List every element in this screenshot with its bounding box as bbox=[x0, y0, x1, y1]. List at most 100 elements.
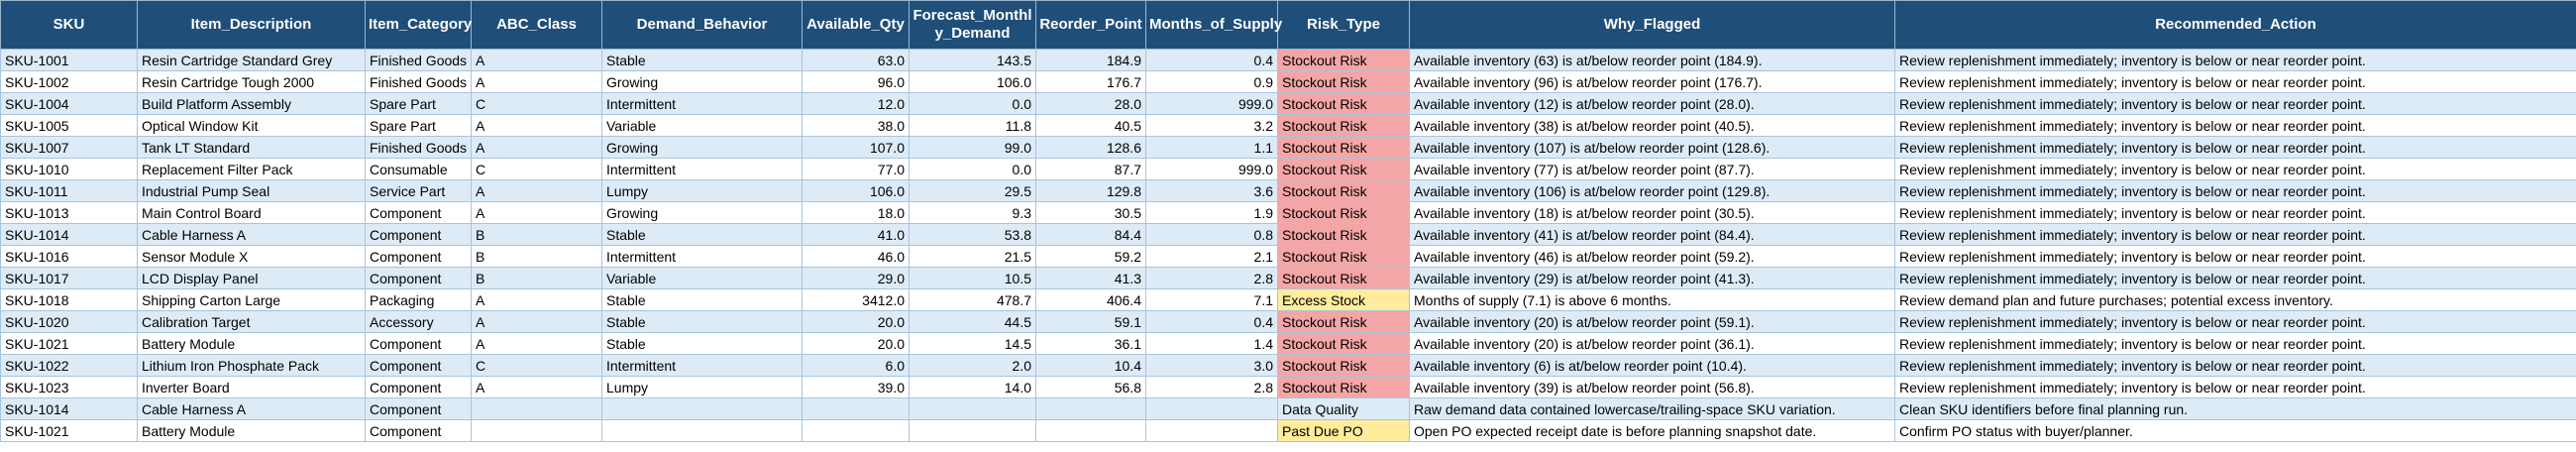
cell-months-of-supply[interactable]: 2.1 bbox=[1145, 245, 1278, 268]
cell-item-category[interactable]: Finished Goods bbox=[365, 70, 472, 93]
cell-recommended-action[interactable]: Review replenishment immediately; invent… bbox=[1894, 179, 2576, 202]
cell-months-of-supply[interactable]: 3.6 bbox=[1145, 179, 1278, 202]
cell-available-qty[interactable]: 20.0 bbox=[802, 310, 910, 333]
cell-abc-class[interactable]: A bbox=[471, 70, 602, 93]
cell-reorder-point[interactable]: 56.8 bbox=[1035, 376, 1146, 398]
cell-item-category[interactable]: Component bbox=[365, 354, 472, 377]
cell-forecast-monthly-demand[interactable]: 11.8 bbox=[909, 114, 1036, 137]
cell-abc-class[interactable]: A bbox=[471, 288, 602, 311]
cell-available-qty[interactable]: 106.0 bbox=[802, 179, 910, 202]
cell-months-of-supply[interactable]: 3.2 bbox=[1145, 114, 1278, 137]
column-header-abc-class[interactable]: ABC_Class bbox=[471, 0, 602, 50]
cell-sku[interactable]: SKU-1021 bbox=[0, 419, 138, 442]
column-header-recommended-action[interactable]: Recommended_Action bbox=[1894, 0, 2576, 50]
column-header-available-qty[interactable]: Available_Qty bbox=[802, 0, 910, 50]
cell-months-of-supply[interactable]: 0.9 bbox=[1145, 70, 1278, 93]
cell-abc-class[interactable] bbox=[471, 397, 602, 420]
cell-abc-class[interactable]: C bbox=[471, 158, 602, 180]
cell-available-qty[interactable]: 39.0 bbox=[802, 376, 910, 398]
table-row[interactable]: SKU-1021 Battery Module Component A Stable 20… bbox=[0, 332, 2576, 355]
cell-available-qty[interactable]: 3412.0 bbox=[802, 288, 910, 311]
cell-why-flagged[interactable]: Available inventory (46) is at/below reo… bbox=[1409, 245, 1895, 268]
cell-sku[interactable]: SKU-1002 bbox=[0, 70, 138, 93]
cell-months-of-supply[interactable]: 0.4 bbox=[1145, 310, 1278, 333]
cell-item-description[interactable]: Sensor Module X bbox=[137, 245, 366, 268]
cell-reorder-point[interactable]: 84.4 bbox=[1035, 223, 1146, 246]
cell-forecast-monthly-demand[interactable]: 99.0 bbox=[909, 136, 1036, 159]
cell-item-category[interactable]: Accessory bbox=[365, 310, 472, 333]
cell-recommended-action[interactable]: Review replenishment immediately; invent… bbox=[1894, 310, 2576, 333]
cell-recommended-action[interactable]: Review replenishment immediately; invent… bbox=[1894, 49, 2576, 71]
cell-why-flagged[interactable]: Available inventory (20) is at/below reo… bbox=[1409, 332, 1895, 355]
cell-item-category[interactable]: Consumable bbox=[365, 158, 472, 180]
cell-sku[interactable]: SKU-1007 bbox=[0, 136, 138, 159]
cell-demand-behavior[interactable]: Lumpy bbox=[601, 376, 803, 398]
cell-abc-class[interactable]: A bbox=[471, 179, 602, 202]
cell-abc-class[interactable]: A bbox=[471, 310, 602, 333]
cell-why-flagged[interactable]: Available inventory (12) is at/below reo… bbox=[1409, 92, 1895, 115]
cell-demand-behavior[interactable]: Lumpy bbox=[601, 179, 803, 202]
cell-abc-class[interactable]: A bbox=[471, 136, 602, 159]
column-header-item-category[interactable]: Item_Category bbox=[365, 0, 472, 50]
cell-months-of-supply[interactable]: 7.1 bbox=[1145, 288, 1278, 311]
cell-sku[interactable]: SKU-1023 bbox=[0, 376, 138, 398]
cell-sku[interactable]: SKU-1001 bbox=[0, 49, 138, 71]
cell-item-description[interactable]: Build Platform Assembly bbox=[137, 92, 366, 115]
cell-risk-type[interactable]: Stockout Risk bbox=[1277, 267, 1410, 289]
cell-abc-class[interactable]: A bbox=[471, 376, 602, 398]
cell-recommended-action[interactable]: Review replenishment immediately; invent… bbox=[1894, 70, 2576, 93]
cell-item-description[interactable]: Lithium Iron Phosphate Pack bbox=[137, 354, 366, 377]
cell-sku[interactable]: SKU-1022 bbox=[0, 354, 138, 377]
cell-item-category[interactable]: Spare Part bbox=[365, 114, 472, 137]
cell-recommended-action[interactable]: Review demand plan and future purchases;… bbox=[1894, 288, 2576, 311]
cell-why-flagged[interactable]: Available inventory (6) is at/below reor… bbox=[1409, 354, 1895, 377]
cell-forecast-monthly-demand[interactable]: 478.7 bbox=[909, 288, 1036, 311]
cell-recommended-action[interactable]: Confirm PO status with buyer/planner. bbox=[1894, 419, 2576, 442]
cell-item-category[interactable]: Component bbox=[365, 332, 472, 355]
table-row[interactable]: SKU-1001 Resin Cartridge Standard Grey Fin… bbox=[0, 49, 2576, 71]
cell-abc-class[interactable]: B bbox=[471, 245, 602, 268]
cell-forecast-monthly-demand[interactable]: 44.5 bbox=[909, 310, 1036, 333]
cell-demand-behavior[interactable]: Stable bbox=[601, 332, 803, 355]
cell-reorder-point[interactable]: 28.0 bbox=[1035, 92, 1146, 115]
cell-forecast-monthly-demand[interactable]: 21.5 bbox=[909, 245, 1036, 268]
cell-available-qty[interactable]: 46.0 bbox=[802, 245, 910, 268]
cell-item-description[interactable]: LCD Display Panel bbox=[137, 267, 366, 289]
cell-sku[interactable]: SKU-1014 bbox=[0, 397, 138, 420]
cell-why-flagged[interactable]: Available inventory (107) is at/below re… bbox=[1409, 136, 1895, 159]
cell-recommended-action[interactable]: Clean SKU identifiers before final plann… bbox=[1894, 397, 2576, 420]
cell-forecast-monthly-demand[interactable]: 2.0 bbox=[909, 354, 1036, 377]
cell-months-of-supply[interactable]: 3.0 bbox=[1145, 354, 1278, 377]
cell-reorder-point[interactable] bbox=[1035, 397, 1146, 420]
cell-demand-behavior[interactable]: Variable bbox=[601, 267, 803, 289]
cell-item-category[interactable]: Service Part bbox=[365, 179, 472, 202]
cell-item-description[interactable]: Shipping Carton Large bbox=[137, 288, 366, 311]
cell-demand-behavior[interactable] bbox=[601, 397, 803, 420]
cell-risk-type[interactable]: Stockout Risk bbox=[1277, 70, 1410, 93]
cell-months-of-supply[interactable]: 0.8 bbox=[1145, 223, 1278, 246]
cell-available-qty[interactable]: 41.0 bbox=[802, 223, 910, 246]
cell-why-flagged[interactable]: Available inventory (63) is at/below reo… bbox=[1409, 49, 1895, 71]
cell-reorder-point[interactable]: 128.6 bbox=[1035, 136, 1146, 159]
table-row[interactable]: SKU-1018 Shipping Carton Large Packaging A S… bbox=[0, 288, 2576, 311]
cell-reorder-point[interactable]: 30.5 bbox=[1035, 201, 1146, 224]
cell-risk-type[interactable]: Past Due PO bbox=[1277, 419, 1410, 442]
cell-why-flagged[interactable]: Available inventory (96) is at/below reo… bbox=[1409, 70, 1895, 93]
cell-recommended-action[interactable]: Review replenishment immediately; invent… bbox=[1894, 354, 2576, 377]
cell-item-category[interactable]: Component bbox=[365, 245, 472, 268]
cell-sku[interactable]: SKU-1004 bbox=[0, 92, 138, 115]
cell-risk-type[interactable]: Stockout Risk bbox=[1277, 376, 1410, 398]
cell-why-flagged[interactable]: Available inventory (39) is at/below reo… bbox=[1409, 376, 1895, 398]
cell-why-flagged[interactable]: Available inventory (106) is at/below re… bbox=[1409, 179, 1895, 202]
cell-available-qty[interactable]: 63.0 bbox=[802, 49, 910, 71]
cell-abc-class[interactable]: A bbox=[471, 49, 602, 71]
cell-risk-type[interactable]: Stockout Risk bbox=[1277, 136, 1410, 159]
cell-available-qty[interactable]: 12.0 bbox=[802, 92, 910, 115]
cell-reorder-point[interactable]: 41.3 bbox=[1035, 267, 1146, 289]
cell-sku[interactable]: SKU-1016 bbox=[0, 245, 138, 268]
cell-risk-type[interactable]: Stockout Risk bbox=[1277, 310, 1410, 333]
cell-reorder-point[interactable]: 10.4 bbox=[1035, 354, 1146, 377]
cell-item-description[interactable]: Battery Module bbox=[137, 332, 366, 355]
cell-recommended-action[interactable]: Review replenishment immediately; invent… bbox=[1894, 245, 2576, 268]
cell-recommended-action[interactable]: Review replenishment immediately; invent… bbox=[1894, 136, 2576, 159]
